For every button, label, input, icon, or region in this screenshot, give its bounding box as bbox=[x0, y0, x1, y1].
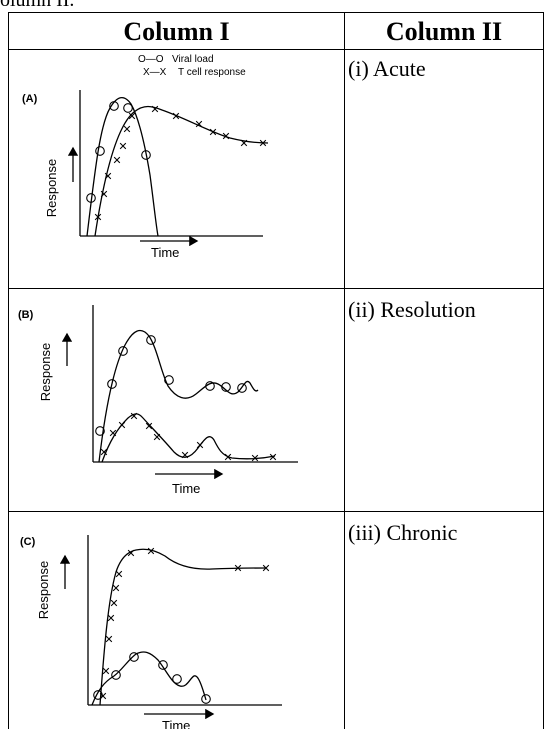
panel-a-tcell-marker: ✕ bbox=[239, 138, 248, 150]
panel-b-label: (B) bbox=[18, 309, 34, 321]
panel-a-tcell-marker: ✕ bbox=[150, 104, 159, 116]
panel-b-viral-marker bbox=[164, 375, 174, 385]
panel-a-tcell-marker: ✕ bbox=[208, 127, 217, 139]
legend-tcell-symbol: X—X bbox=[143, 67, 167, 78]
panel-a-y-axis-title: Response bbox=[44, 159, 59, 218]
column-divider bbox=[344, 12, 345, 729]
panel-c-viral-marker bbox=[158, 660, 168, 670]
panel-b-tcell-marker: ✕ bbox=[129, 411, 138, 423]
panel-b-viral-marker bbox=[221, 382, 231, 392]
panel-c-tcell-marker: ✕ bbox=[101, 666, 110, 678]
table-top-border bbox=[8, 12, 544, 13]
panel-c-tcell-marker: ✕ bbox=[261, 563, 270, 575]
legend-viral-symbol: O—O bbox=[138, 54, 164, 65]
panel-c-tcell-marker: ✕ bbox=[126, 548, 135, 560]
panel-a-viral-marker bbox=[109, 101, 119, 111]
panel-a-viral-marker bbox=[141, 150, 151, 160]
panel-b-tcell-marker: ✕ bbox=[99, 447, 108, 459]
column-2-item-acute: (i) Acute bbox=[348, 56, 426, 81]
panel-c-tcell-marker: ✕ bbox=[111, 583, 120, 595]
panel-c-tcell-markers: ✕ ✕ ✕ ✕ ✕ ✕ ✕ ✕ ✕ ✕ ✕ bbox=[98, 546, 270, 703]
panel-c-tcell-marker: ✕ bbox=[109, 598, 118, 610]
panel-c: (C) Response Time ✕ ✕ ✕ ✕ ✕ ✕ ✕ ✕ ✕ ✕ ✕ bbox=[20, 535, 282, 729]
panel-a-tcell-marker: ✕ bbox=[118, 141, 127, 153]
panel-c-tcell-marker: ✕ bbox=[114, 569, 123, 581]
panel-c-tcell-curve bbox=[99, 548, 267, 706]
table-right-border bbox=[543, 12, 544, 729]
panel-b-tcell-marker: ✕ bbox=[195, 440, 204, 452]
panel-c-tcell-marker: ✕ bbox=[106, 613, 115, 625]
panel-a-tcell-marker: ✕ bbox=[122, 124, 131, 136]
panel-b-tcell-marker: ✕ bbox=[144, 421, 153, 433]
panel-b-viral-marker bbox=[118, 346, 128, 356]
panel-a-viral-marker bbox=[95, 146, 105, 156]
panel-a-tcell-markers: ✕ ✕ ✕ ✕ ✕ ✕ ✕ ✕ ✕ ✕ ✕ ✕ ✕ ✕ bbox=[93, 104, 267, 224]
panel-b-tcell-marker: ✕ bbox=[180, 450, 189, 462]
column-2-header: Column II bbox=[385, 17, 503, 46]
panel-a-viral-load-curve bbox=[86, 97, 159, 237]
header-bottom-border bbox=[8, 49, 544, 50]
table-left-border bbox=[8, 12, 9, 729]
column-2-item-chronic: (iii) Chronic bbox=[348, 520, 458, 545]
panel-b-viral-marker bbox=[107, 379, 117, 389]
panel-a-label: (A) bbox=[22, 93, 38, 105]
panel-b-viral-marker bbox=[95, 426, 105, 436]
panel-a-tcell-curve bbox=[94, 105, 269, 237]
panel-b-viral-marker bbox=[237, 383, 247, 393]
panel-c-viral-marker bbox=[111, 670, 121, 680]
panel-c-tcell-marker: ✕ bbox=[104, 634, 113, 646]
row-a-bottom-border bbox=[8, 288, 544, 289]
column-2-item-resolution: (ii) Resolution bbox=[348, 297, 476, 322]
panel-b-x-axis-title: Time bbox=[172, 481, 200, 496]
panel-a-tcell-marker: ✕ bbox=[103, 171, 112, 183]
panel-b-viral-marker bbox=[205, 381, 215, 391]
panel-b-tcell-marker: ✕ bbox=[250, 453, 259, 465]
panel-c-y-axis-title: Response bbox=[36, 561, 51, 620]
panel-b-tcell-curve bbox=[101, 413, 276, 463]
panel-a-viral-marker bbox=[123, 103, 133, 113]
top-text: olumn II. bbox=[0, 0, 75, 11]
panel-a-viral-marker bbox=[86, 193, 96, 203]
panel-c-viral-marker bbox=[93, 690, 103, 700]
panel-a: O—O Viral load X—X T cell response (A) R… bbox=[22, 54, 269, 260]
panel-b-viral-load-curve bbox=[98, 329, 259, 463]
panel-c-tcell-marker: ✕ bbox=[233, 563, 242, 575]
panel-a-tcell-marker: ✕ bbox=[171, 111, 180, 123]
panel-a-tcell-marker: ✕ bbox=[127, 111, 136, 123]
panel-a-tcell-marker: ✕ bbox=[221, 131, 230, 143]
panel-c-viral-marker bbox=[172, 674, 182, 684]
panel-b-viral-marker bbox=[146, 335, 156, 345]
panel-c-x-axis-title: Time bbox=[162, 718, 190, 729]
panel-a-tcell-marker: ✕ bbox=[99, 189, 108, 201]
panel-c-label: (C) bbox=[20, 536, 36, 548]
panel-b-y-axis-title: Response bbox=[38, 343, 53, 402]
column-1-header: Column I bbox=[123, 17, 230, 46]
panel-b-tcell-marker: ✕ bbox=[117, 420, 126, 432]
panel-a-tcell-marker: ✕ bbox=[258, 138, 267, 150]
panel-a-tcell-marker: ✕ bbox=[112, 155, 121, 167]
panel-a-tcell-marker: ✕ bbox=[194, 119, 203, 131]
panel-b-tcell-marker: ✕ bbox=[223, 452, 232, 464]
panel-c-viral-marker bbox=[201, 694, 211, 704]
panel-b-tcell-marker: ✕ bbox=[268, 452, 277, 464]
panel-b-tcell-markers: ✕ ✕ ✕ ✕ ✕ ✕ ✕ ✕ ✕ ✕ ✕ bbox=[99, 411, 277, 465]
panel-b-tcell-marker: ✕ bbox=[108, 428, 117, 440]
panel-a-tcell-marker: ✕ bbox=[93, 212, 102, 224]
panel-b-tcell-marker: ✕ bbox=[152, 432, 161, 444]
panel-b: (B) Response Time ✕ ✕ ✕ ✕ ✕ ✕ ✕ ✕ ✕ ✕ ✕ bbox=[18, 305, 298, 496]
panel-c-viral-marker bbox=[129, 652, 139, 662]
panel-c-tcell-marker: ✕ bbox=[146, 546, 155, 558]
panel-c-viral-load-curve bbox=[91, 651, 207, 706]
row-b-bottom-border bbox=[8, 511, 544, 512]
panel-c-tcell-marker: ✕ bbox=[98, 691, 107, 703]
legend-viral-label: Viral load bbox=[172, 54, 214, 65]
legend-tcell-label: T cell response bbox=[178, 67, 246, 78]
panel-a-x-axis-title: Time bbox=[151, 245, 179, 260]
